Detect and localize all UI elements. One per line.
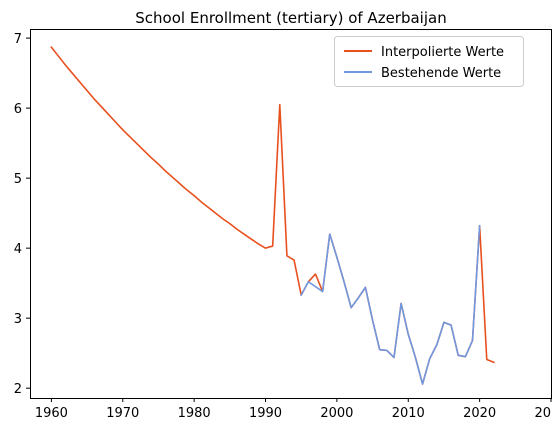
plot-lines <box>50 46 495 385</box>
x-tick-label: 1970 <box>106 406 139 421</box>
y-tick-label: 5 <box>14 172 22 187</box>
y-tick-label: 2 <box>14 382 22 397</box>
legend: Interpolierte Werte Bestehende Werte <box>334 36 524 87</box>
x-tick-label: 2020 <box>463 406 496 421</box>
chart-title: School Enrollment (tertiary) of Azerbaij… <box>135 9 446 27</box>
series-line-interpolated <box>50 46 495 385</box>
legend-box <box>334 36 524 87</box>
x-tick-label: 2000 <box>320 406 353 421</box>
y-tick-label: 4 <box>14 242 22 257</box>
legend-label-existing: Bestehende Werte <box>381 66 501 81</box>
x-tick-label: 2030 <box>534 406 552 421</box>
y-axis: 2 3 4 5 6 7 <box>14 32 30 397</box>
y-tick-label: 3 <box>14 312 22 327</box>
series-line-existing <box>300 224 481 385</box>
x-axis: 1960 1970 1980 1990 2000 2010 2020 2030 <box>35 398 552 421</box>
y-tick-label: 7 <box>14 32 22 47</box>
legend-label-interpolated: Interpolierte Werte <box>381 45 504 60</box>
y-tick-label: 6 <box>14 102 22 117</box>
x-tick-label: 1980 <box>178 406 211 421</box>
x-tick-label: 1960 <box>35 406 68 421</box>
x-tick-label: 2010 <box>392 406 425 421</box>
x-tick-label: 1990 <box>249 406 282 421</box>
